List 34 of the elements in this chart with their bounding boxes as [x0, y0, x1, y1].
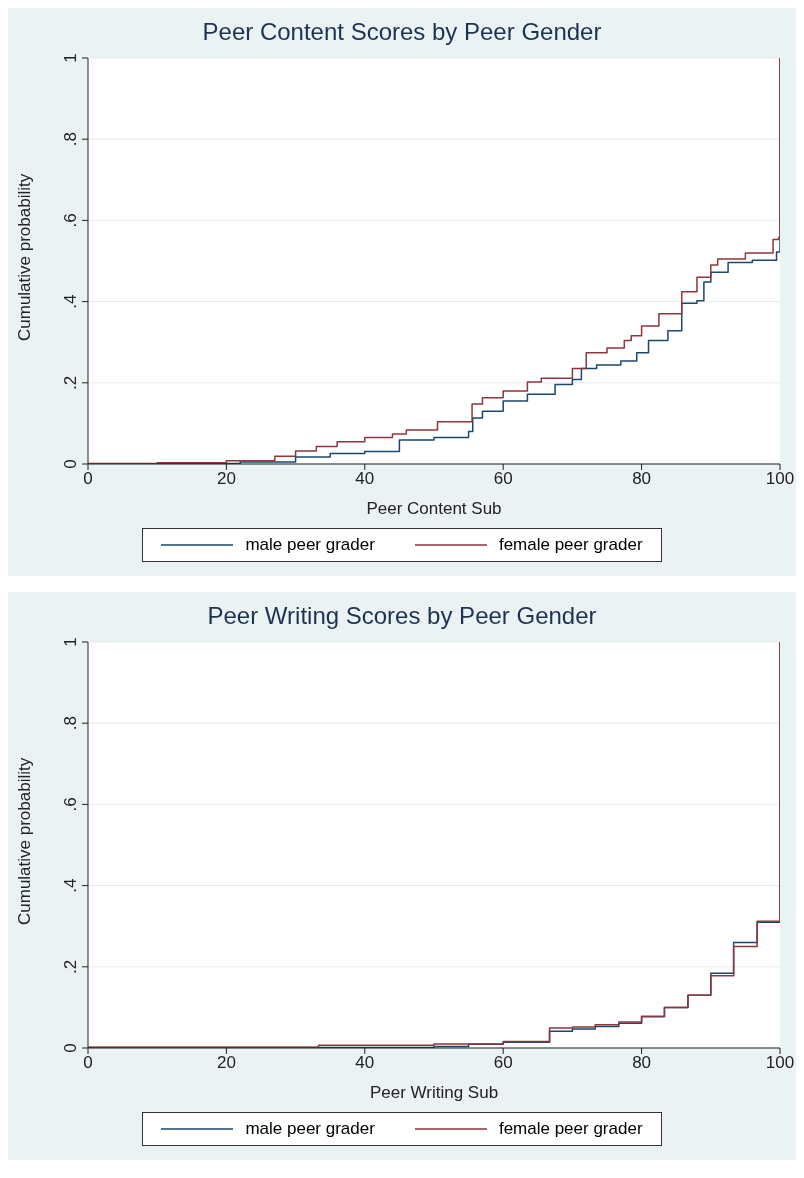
x-tick-label: 20 — [216, 1053, 236, 1073]
y-tick-label: .2 — [61, 375, 80, 390]
y-tick-label: 0 — [61, 459, 80, 469]
y-tick-label: .8 — [61, 716, 80, 731]
x-tick-label: 0 — [83, 469, 93, 489]
legend-label: male peer grader — [245, 535, 375, 555]
legend-label: female peer grader — [498, 535, 643, 555]
x-tick-label: 60 — [493, 469, 513, 489]
y-axis-title: Cumulative probability — [15, 173, 35, 341]
x-tick-label: 20 — [216, 469, 236, 489]
y-tick-label: 1 — [61, 637, 80, 647]
x-tick-label: 0 — [83, 1053, 93, 1073]
x-axis-title: Peer Content Sub — [366, 499, 502, 518]
x-tick-label: 60 — [493, 1053, 513, 1073]
x-tick-label: 100 — [765, 469, 795, 489]
y-tick-label: 1 — [61, 53, 80, 63]
y-tick-label: .4 — [61, 878, 80, 893]
x-tick-label: 40 — [355, 469, 375, 489]
chart-title: Peer Content Scores by Peer Gender — [201, 18, 603, 46]
y-tick-label: .6 — [61, 797, 80, 812]
legend-label: male peer grader — [245, 1119, 375, 1139]
y-tick-label: .2 — [61, 959, 80, 974]
legend-label: female peer grader — [498, 1119, 643, 1139]
x-tick-label: 100 — [765, 1053, 795, 1073]
y-axis-title: Cumulative probability — [15, 757, 35, 925]
y-tick-label: .4 — [61, 294, 80, 309]
x-tick-label: 40 — [355, 1053, 375, 1073]
y-tick-label: .6 — [61, 213, 80, 228]
y-tick-label: .8 — [61, 132, 80, 147]
x-tick-label: 80 — [632, 1053, 652, 1073]
chart-title: Peer Writing Scores by Peer Gender — [206, 602, 598, 630]
x-tick-label: 80 — [632, 469, 652, 489]
y-tick-label: 0 — [61, 1043, 80, 1053]
x-axis-title: Peer Writing Sub — [369, 1083, 499, 1102]
